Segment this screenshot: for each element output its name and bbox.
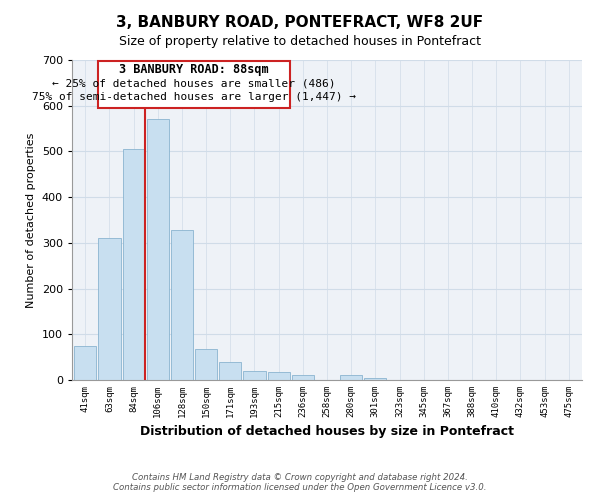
Bar: [364, 378, 386, 380]
Bar: [292, 376, 314, 380]
FancyBboxPatch shape: [98, 61, 290, 108]
Bar: [122, 149, 145, 380]
Bar: [244, 371, 266, 380]
Text: Size of property relative to detached houses in Pontefract: Size of property relative to detached ho…: [119, 35, 481, 48]
Bar: [146, 120, 169, 380]
Text: ← 25% of detached houses are smaller (486): ← 25% of detached houses are smaller (48…: [52, 78, 336, 88]
Text: Contains HM Land Registry data © Crown copyright and database right 2024.
Contai: Contains HM Land Registry data © Crown c…: [113, 473, 487, 492]
Bar: [195, 349, 217, 380]
Bar: [171, 230, 193, 380]
Bar: [340, 374, 362, 380]
Text: 3 BANBURY ROAD: 88sqm: 3 BANBURY ROAD: 88sqm: [119, 62, 269, 76]
X-axis label: Distribution of detached houses by size in Pontefract: Distribution of detached houses by size …: [140, 426, 514, 438]
Text: 75% of semi-detached houses are larger (1,447) →: 75% of semi-detached houses are larger (…: [32, 92, 356, 102]
Bar: [98, 238, 121, 380]
Bar: [219, 362, 241, 380]
Bar: [74, 346, 97, 380]
Y-axis label: Number of detached properties: Number of detached properties: [26, 132, 36, 308]
Text: 3, BANBURY ROAD, PONTEFRACT, WF8 2UF: 3, BANBURY ROAD, PONTEFRACT, WF8 2UF: [116, 15, 484, 30]
Bar: [268, 372, 290, 380]
